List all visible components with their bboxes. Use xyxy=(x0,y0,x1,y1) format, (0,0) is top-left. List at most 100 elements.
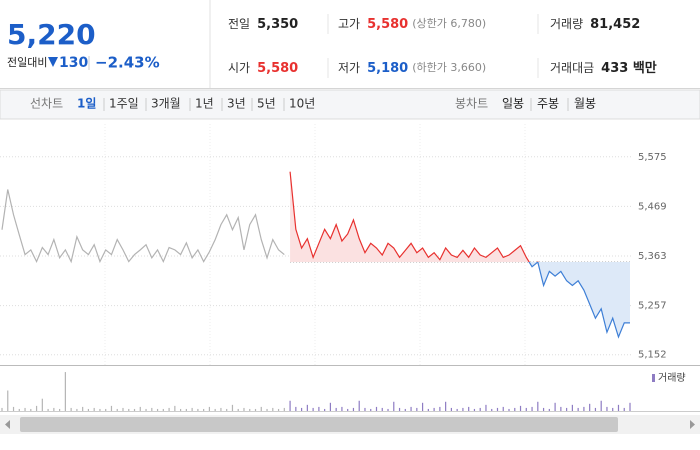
volume-bar xyxy=(110,405,113,411)
volume-bar xyxy=(433,407,435,411)
volume-bar xyxy=(283,407,285,411)
volume-bar xyxy=(59,408,61,411)
candle-tab[interactable]: 일봉 xyxy=(502,97,524,111)
volume-bar xyxy=(370,408,372,411)
volume-bar xyxy=(387,408,389,411)
volume-bar xyxy=(352,407,355,411)
volume-bar xyxy=(629,402,631,411)
volume-bar xyxy=(456,408,458,411)
volume-bar xyxy=(560,406,562,411)
volume-bar xyxy=(571,404,573,411)
period-tab[interactable]: 1주일 xyxy=(109,97,139,111)
volume-bar xyxy=(548,408,550,411)
volume-bar xyxy=(473,408,476,411)
y-tick-label: 5,469 xyxy=(638,201,667,212)
period-tab[interactable]: 5년 xyxy=(257,97,276,111)
volume-bar xyxy=(445,401,447,411)
volume-bar xyxy=(7,390,9,411)
candle-tab[interactable]: 주봉 xyxy=(537,97,559,111)
volume-bar xyxy=(82,406,84,411)
volume-bar xyxy=(329,402,332,411)
volume-bar xyxy=(105,408,107,411)
volume-bar xyxy=(427,408,429,411)
volume-bar xyxy=(468,406,470,411)
volume-bar xyxy=(70,407,72,411)
volume-bar xyxy=(542,407,545,411)
volume-bar xyxy=(24,407,26,411)
volume-bar xyxy=(156,408,159,411)
toolbar-label: 봉차트 xyxy=(455,97,488,111)
volume-bar xyxy=(341,406,343,411)
volume-legend: 거래량 xyxy=(658,372,686,384)
volume-bar xyxy=(577,407,579,411)
volume-bar xyxy=(421,402,424,411)
header-bg xyxy=(0,0,700,88)
y-tick-label: 5,257 xyxy=(638,301,667,312)
volume-bar xyxy=(116,408,118,411)
stat-value: 81,452 xyxy=(590,17,640,32)
volume-bar xyxy=(589,403,591,411)
period-tab[interactable]: 3년 xyxy=(227,97,246,111)
candle-tab[interactable]: 월봉 xyxy=(574,97,596,111)
y-tick-label: 5,152 xyxy=(638,350,667,361)
toolbar-label: 선차트 xyxy=(30,97,63,111)
price-line xyxy=(528,262,630,339)
volume-bar xyxy=(525,407,527,411)
volume-legend-swatch xyxy=(652,374,655,382)
down-arrow xyxy=(48,57,58,67)
volume-bar xyxy=(87,408,90,411)
volume-bar xyxy=(295,406,297,411)
volume-bar xyxy=(145,408,147,411)
volume-bar xyxy=(220,407,222,411)
volume-bar xyxy=(208,406,211,411)
volume-bar xyxy=(450,407,452,411)
volume-bar xyxy=(381,407,383,411)
price-line xyxy=(289,171,539,263)
stat-note: (하한가 3,660) xyxy=(412,60,486,74)
volume-bar xyxy=(18,408,20,411)
volume-bar xyxy=(398,407,401,411)
period-tab[interactable]: 1년 xyxy=(195,97,214,111)
volume-bar xyxy=(531,406,533,411)
period-tab[interactable]: 1일 xyxy=(77,97,96,111)
stat-value: 433 백만 xyxy=(601,60,657,76)
volume-bar xyxy=(122,407,124,411)
stat-label: 시가 xyxy=(228,61,250,75)
change: 130 xyxy=(59,55,88,71)
volume-bar xyxy=(566,407,568,411)
toolbar xyxy=(0,89,700,120)
volume-bar xyxy=(249,408,251,411)
stat-value: 5,580 xyxy=(367,17,408,32)
volume-bar xyxy=(99,408,101,411)
volume-bar xyxy=(139,406,141,411)
y-tick-label: 5,363 xyxy=(638,251,667,262)
period-tab[interactable]: 3개월 xyxy=(151,97,181,111)
scroll-left[interactable] xyxy=(5,420,10,429)
stat-label: 저가 xyxy=(338,61,360,75)
scroll-thumb[interactable] xyxy=(20,417,618,432)
volume-bar xyxy=(462,407,464,411)
volume-bar xyxy=(185,408,187,411)
volume-bar xyxy=(133,408,136,411)
stat-label: 전일 xyxy=(228,17,250,31)
volume-bar xyxy=(180,408,182,411)
volume-bar xyxy=(508,408,510,411)
stat-note: (상한가 6,780) xyxy=(412,17,486,30)
stat: 거래량 81,452 xyxy=(550,17,640,32)
volume-bar xyxy=(12,406,15,411)
period-tab[interactable]: 10년 xyxy=(289,97,315,111)
volume-bar xyxy=(519,405,522,411)
stat: 저가 5,180 (하한가 3,660) xyxy=(338,60,486,76)
volume-bar xyxy=(53,407,55,411)
volume-bar xyxy=(364,407,366,411)
price-line xyxy=(1,189,285,264)
volume-bar xyxy=(203,408,205,411)
scroll-right[interactable] xyxy=(690,420,695,429)
stat-label: 거래량 xyxy=(550,17,583,31)
volume-bar xyxy=(260,406,262,411)
stat: 고가 5,580 (상한가 6,780) xyxy=(338,17,486,32)
volume-bar xyxy=(168,407,170,411)
volume-bar xyxy=(410,406,412,411)
volume-bar xyxy=(502,406,504,411)
volume-bar xyxy=(76,408,78,411)
